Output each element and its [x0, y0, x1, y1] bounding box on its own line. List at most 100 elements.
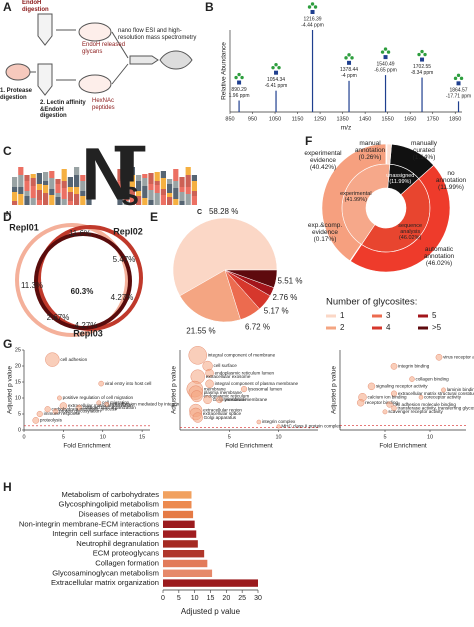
pie-slice: [224, 269, 278, 288]
logo-block: [18, 187, 24, 194]
y-tick-label: 15: [15, 379, 21, 385]
pie-slice: [172, 217, 278, 297]
logo-block: [136, 196, 142, 205]
logo-block: [24, 191, 30, 196]
x-tick-label: 1850: [449, 116, 461, 122]
bubble-label: extracellular matrix organization: [68, 403, 133, 408]
slice-label: 6.72 %: [245, 323, 270, 332]
logo-block: [86, 178, 92, 186]
bubble-label: endoplasmic reticulum lumen: [215, 370, 275, 375]
bubble: [203, 395, 212, 405]
diagram-text: 2. Lectin affinity &EndoH digestion: [40, 100, 86, 120]
bubble-label: viral entry into host cell: [105, 381, 152, 386]
ppm-label: -6.65 ppm: [374, 67, 397, 73]
segment-label: experimental evidence (40.42%): [304, 150, 342, 172]
bubble: [188, 346, 207, 365]
logo-block: [30, 178, 36, 186]
x-axis-title: Fold Enrichment: [63, 443, 111, 450]
logo-block: [30, 198, 36, 205]
bubble: [36, 410, 43, 418]
segment-label: automatic annotation (46.02%): [423, 246, 455, 268]
logo-block: [49, 178, 55, 189]
bubble: [45, 352, 60, 367]
logo-block: [179, 177, 185, 187]
legend-swatch: [326, 326, 336, 330]
logo-block: [123, 177, 129, 187]
logo-block: [18, 175, 24, 187]
panel-label: D: [3, 210, 12, 224]
bubble: [57, 395, 62, 401]
bubble: [409, 376, 415, 382]
set-circle: [15, 223, 129, 337]
bubble-label: receptor binding: [365, 400, 398, 405]
logo-terminus: C: [197, 209, 202, 216]
region-label: 2.67%: [47, 313, 70, 322]
bubble-label: integrin binding: [398, 364, 430, 369]
logo-block: [136, 175, 142, 181]
region-label: 4.27%: [111, 293, 134, 302]
logo-block: [61, 169, 67, 181]
x-axis-title: m/z: [341, 125, 351, 132]
logo-letter: T: [114, 136, 146, 194]
bubble-label: cell surface: [214, 363, 238, 368]
logo-block: [179, 201, 185, 205]
logo-block: [148, 184, 154, 190]
logo-letter: S: [121, 181, 138, 211]
logo-block: [18, 194, 24, 205]
bubble: [390, 390, 398, 397]
segment-label: experimental (41.99%): [340, 191, 372, 204]
bubble-label: proteolysis: [40, 418, 63, 423]
x-tick-label: 5: [177, 595, 181, 602]
x-tick-label: 5: [62, 434, 65, 440]
bubble: [205, 379, 214, 389]
glycan-icon: [423, 52, 427, 57]
logo-block: [55, 179, 61, 184]
bubble-label: MHC class II protein complex: [281, 424, 341, 429]
set-label: Repl02: [113, 226, 143, 236]
logo-block: [129, 187, 135, 194]
region-label: 4.27%: [75, 321, 98, 330]
set-circle: [34, 232, 132, 330]
logo-block: [18, 167, 24, 175]
logo-block: [80, 175, 86, 181]
x-tick-label: 1050: [269, 116, 281, 122]
peak-label: 1054.34: [267, 77, 285, 83]
category-label: Collagen formation: [95, 559, 159, 568]
logo-block: [154, 185, 160, 193]
x-axis-title: Adjusted p value: [181, 607, 241, 616]
category-label: Metabolism of carbohydrates: [62, 490, 160, 499]
x-tick-label: 1750: [427, 116, 439, 122]
bubble: [205, 368, 214, 378]
x-tick-label: 10: [427, 434, 433, 440]
x-tick-label: 10: [191, 595, 199, 602]
legend-label: 2: [340, 323, 345, 332]
logo-block: [74, 167, 80, 175]
category-label: Integrin cell surface interactions: [52, 529, 159, 538]
bubble: [367, 382, 376, 391]
peak-label: 1702.55: [413, 64, 431, 70]
bubble-label: integrin complex: [262, 419, 296, 424]
legend-label: >5: [432, 323, 442, 332]
x-tick-label: 25: [238, 595, 246, 602]
logo-block: [49, 195, 55, 205]
glycan-icon: [274, 70, 279, 75]
legend-label: 3: [386, 311, 391, 320]
bubble-label: scavenger receptor activity: [388, 409, 443, 414]
peak-label: 890.29: [231, 87, 247, 93]
logo-block: [148, 173, 154, 184]
logo-block: [123, 201, 129, 205]
bubble: [59, 402, 68, 410]
ppm-label: 1.96 ppm: [229, 93, 250, 99]
bubble: [192, 412, 203, 423]
logo-block: [55, 193, 61, 197]
logo-block: [61, 188, 67, 199]
ppm-label: -6.41 ppm: [265, 83, 288, 89]
bubble: [386, 401, 393, 408]
logo-block: [67, 201, 73, 205]
panel-label: E: [150, 210, 158, 224]
diagram-text: EndoH digestion: [22, 0, 49, 13]
y-axis-title: Adjusted p value: [331, 366, 338, 414]
logo-block: [12, 192, 18, 201]
logo-block: [160, 178, 166, 189]
peptide-bubble: [78, 74, 112, 94]
